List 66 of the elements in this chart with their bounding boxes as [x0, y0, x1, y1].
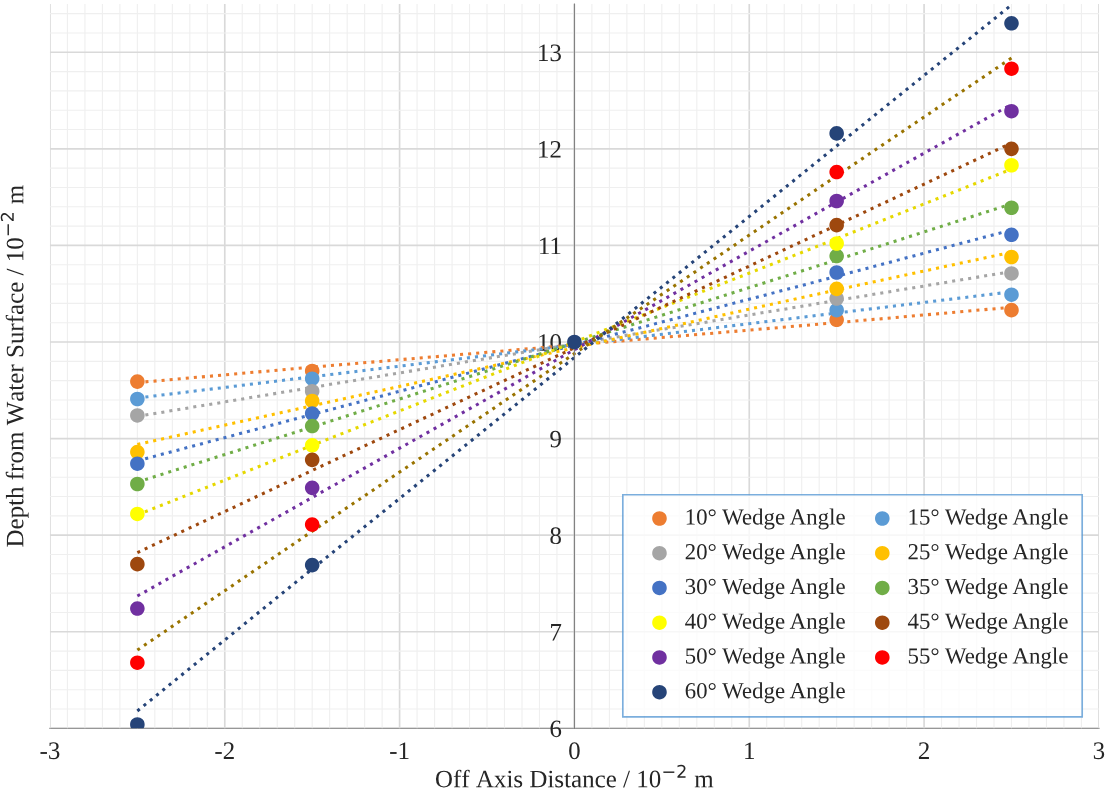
point	[304, 406, 320, 421]
point	[304, 452, 320, 468]
legend-label: 55° Wedge Angle	[908, 647, 1068, 669]
point	[567, 334, 582, 350]
point	[1004, 61, 1019, 76]
point	[829, 248, 844, 264]
point	[1004, 249, 1019, 265]
point	[304, 517, 320, 532]
legend-label: 60° Wedge Angle	[685, 682, 845, 704]
x-axis-title: Off Axis Distance / 10$^{−2}$ m	[435, 764, 714, 788]
x-tick-label: -2	[215, 742, 234, 759]
legend-label: 15° Wedge Angle	[909, 508, 1068, 530]
point	[130, 456, 145, 471]
y-tick-label: 9	[550, 430, 561, 448]
point	[829, 126, 844, 141]
x-tick-label: 0	[569, 742, 580, 760]
point	[1004, 200, 1019, 216]
point	[130, 408, 145, 423]
point	[1004, 287, 1019, 302]
y-tick-label: 7	[551, 624, 562, 641]
point	[829, 217, 844, 233]
legend-label: 30° Wedge Angle	[685, 578, 845, 599]
point	[130, 556, 145, 572]
y-axis-title: Depth from Water Surface / 10$^{−2}$ m	[0, 185, 29, 547]
y-tick-label: 12	[539, 140, 561, 158]
point	[304, 438, 320, 453]
point	[829, 164, 844, 180]
point	[304, 418, 320, 434]
legend-label: 35° Wedge Angle	[908, 578, 1068, 599]
point	[1004, 266, 1019, 281]
legend-label: 40° Wedge Angle	[685, 612, 845, 634]
x-tick-label: 3	[1093, 742, 1105, 760]
legend-label: 50° Wedge Angle	[686, 647, 845, 669]
point	[130, 717, 145, 729]
point	[829, 265, 844, 280]
legend-label: 20° Wedge Angle	[685, 543, 845, 565]
y-tick-label: 13	[539, 44, 561, 62]
point	[1004, 103, 1019, 119]
x-tick-label: 1	[745, 742, 754, 759]
point	[304, 480, 320, 496]
point	[130, 601, 145, 616]
x-tick-label: 2	[918, 742, 929, 759]
x-tick-label: -3	[40, 742, 60, 760]
legend-label: 45° Wedge Angle	[907, 612, 1068, 634]
point	[1004, 157, 1019, 173]
point	[130, 655, 145, 670]
point	[829, 193, 844, 209]
legend-label: 10° Wedge Angle	[686, 508, 845, 530]
y-tick-label: 6	[550, 720, 562, 738]
point	[130, 506, 145, 522]
point	[829, 236, 844, 251]
point	[1004, 141, 1019, 157]
y-tick-label: 11	[540, 237, 561, 255]
point	[304, 557, 320, 573]
point	[1004, 227, 1019, 243]
point	[1004, 302, 1019, 318]
point	[829, 281, 844, 297]
y-tick-label: 8	[550, 527, 561, 545]
point	[304, 371, 320, 386]
point	[130, 374, 145, 389]
point	[130, 476, 145, 492]
legend-label: 25° Wedge Angle	[908, 543, 1068, 565]
point	[130, 391, 145, 407]
point	[1004, 16, 1019, 31]
point	[304, 393, 320, 409]
x-tick-label: -1	[390, 742, 409, 759]
